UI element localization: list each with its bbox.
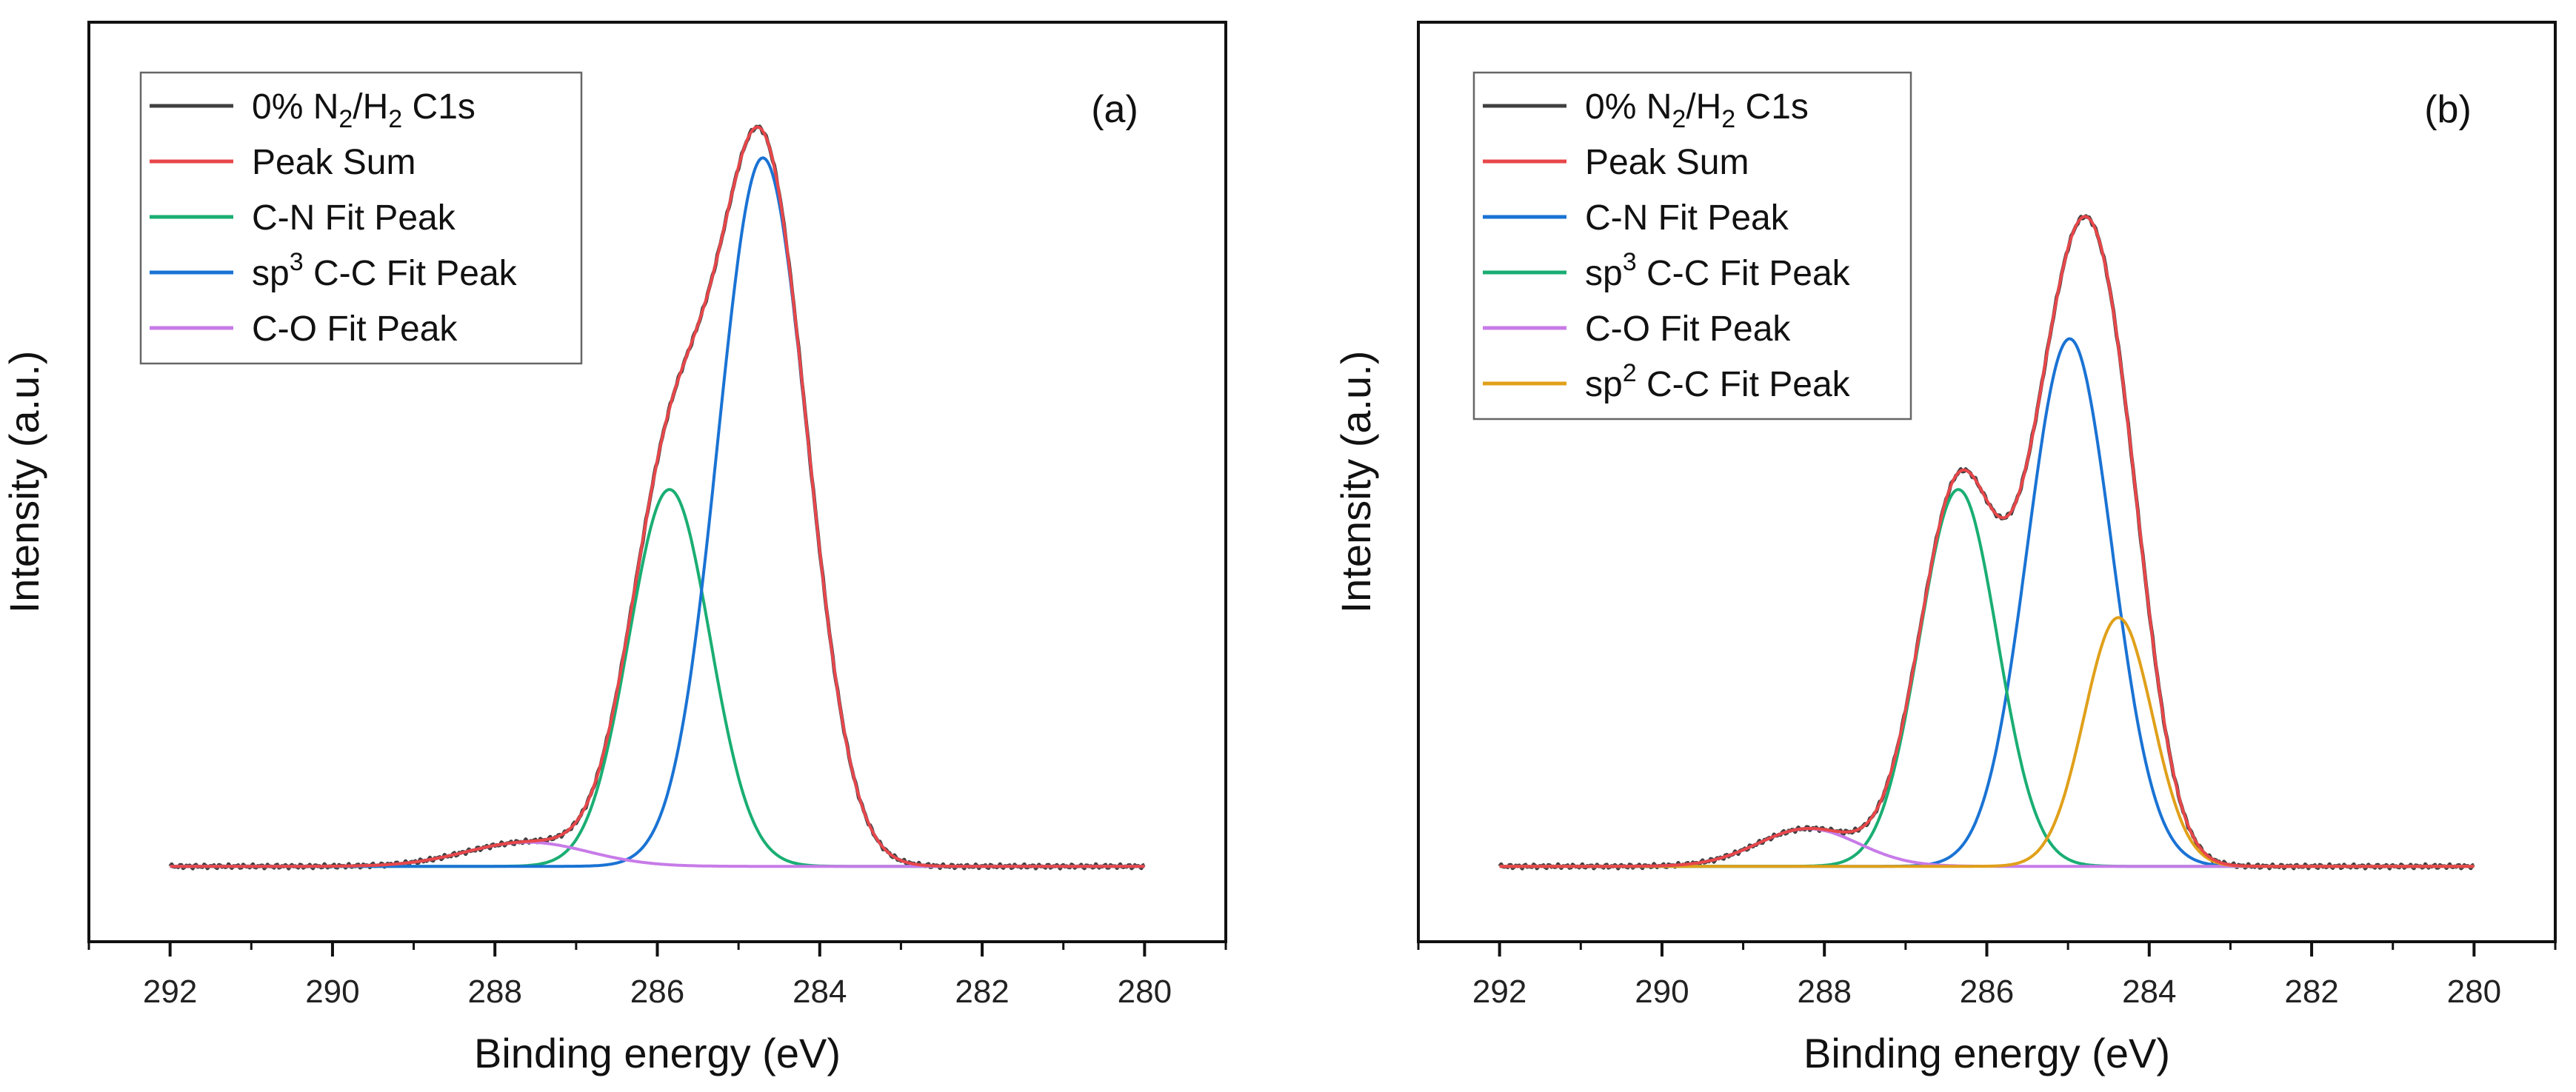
x-tick-label: 284 bbox=[2122, 974, 2176, 1010]
x-tick-label: 288 bbox=[468, 974, 522, 1010]
x-tick-label: 286 bbox=[1960, 974, 2014, 1010]
x-tick-label: 280 bbox=[2447, 974, 2501, 1010]
legend-text-part: 3 bbox=[290, 248, 304, 276]
y-axis-title: Intensity (a.u.) bbox=[1, 351, 47, 614]
legend-entry-sp3-c-c-fit-peak: sp3 C-C Fit Peak bbox=[252, 248, 518, 293]
legend-text-part: Peak Sum bbox=[252, 143, 416, 182]
legend-text-part: C1s bbox=[402, 87, 476, 127]
legend-text-part: C-N Fit Peak bbox=[1585, 198, 1789, 238]
legend-entry-peak-sum: Peak Sum bbox=[252, 143, 416, 182]
x-tick-label: 290 bbox=[305, 974, 359, 1010]
x-tick-label: 290 bbox=[1635, 974, 1689, 1010]
x-tick-label: 292 bbox=[143, 974, 197, 1010]
legend-text-part: sp bbox=[1585, 254, 1623, 293]
legend-entry-c-n-fit-peak: C-N Fit Peak bbox=[252, 198, 456, 238]
x-tick-label: 292 bbox=[1472, 974, 1526, 1010]
legend-text-part: 0% N bbox=[1585, 87, 1672, 127]
series-line-peak-sum bbox=[1499, 215, 2475, 868]
legend-text-part: C-N Fit Peak bbox=[252, 198, 456, 238]
legend-text-part: sp bbox=[1585, 365, 1623, 404]
legend-text-part: C-C Fit Peak bbox=[1637, 365, 1851, 404]
legend-text-part: 2 bbox=[1623, 359, 1637, 387]
x-tick-label: 280 bbox=[1118, 974, 1172, 1010]
legend-text-part: C1s bbox=[1735, 87, 1809, 127]
x-tick-label: 284 bbox=[793, 974, 847, 1010]
legend-entry-peak-sum: Peak Sum bbox=[1585, 143, 1749, 182]
x-tick-label: 286 bbox=[630, 974, 684, 1010]
panel-label: (a) bbox=[1091, 88, 1138, 131]
x-tick-label: 282 bbox=[2284, 974, 2338, 1010]
legend-box bbox=[1472, 71, 1912, 421]
legend-text-part: 2 bbox=[1672, 105, 1686, 133]
legend-text-part: 2 bbox=[1721, 105, 1735, 133]
legend-text-part: /H bbox=[1686, 87, 1721, 127]
legend-text-part: sp bbox=[252, 254, 290, 293]
legend-text-part: 0% N bbox=[252, 87, 338, 127]
legend-entry-sp3-c-c-fit-peak: sp3 C-C Fit Peak bbox=[1585, 248, 1851, 293]
legend-text-part: 3 bbox=[1623, 248, 1637, 276]
legend-entry-0-n2-h2-c1s: 0% N2/H2 C1s bbox=[252, 87, 476, 133]
legend-text-part: C-C Fit Peak bbox=[304, 254, 518, 293]
legend-entry-0-n2-h2-c1s: 0% N2/H2 C1s bbox=[1585, 87, 1809, 133]
legend-text-part: 2 bbox=[388, 105, 402, 133]
legend-text-part: C-C Fit Peak bbox=[1637, 254, 1851, 293]
legend-entry-c-o-fit-peak: C-O Fit Peak bbox=[252, 309, 458, 349]
legend-entry-sp2-c-c-fit-peak: sp2 C-C Fit Peak bbox=[1585, 359, 1851, 404]
legend-text-part: C-O Fit Peak bbox=[1585, 309, 1791, 349]
legend-text-part: 2 bbox=[338, 105, 353, 133]
x-axis-title: Binding energy (eV) bbox=[474, 1030, 841, 1076]
y-axis-title: Intensity (a.u.) bbox=[1332, 351, 1379, 614]
panel-label: (b) bbox=[2424, 88, 2472, 131]
legend-text-part: C-O Fit Peak bbox=[252, 309, 458, 349]
panel-b: 292 290 288 286 284 282 280 Binding energy (eV)… bbox=[1332, 21, 2557, 1076]
legend-text-part: /H bbox=[353, 87, 388, 127]
x-axis-title: Binding energy (eV) bbox=[1803, 1030, 2170, 1076]
x-tick-label: 282 bbox=[955, 974, 1009, 1010]
x-tick-label: 288 bbox=[1798, 974, 1852, 1010]
legend-entry-c-o-fit-peak: C-O Fit Peak bbox=[1585, 309, 1791, 349]
legend-entry-c-n-fit-peak: C-N Fit Peak bbox=[1585, 198, 1789, 238]
series-line-peak-sum bbox=[170, 125, 1145, 868]
legend-text-part: Peak Sum bbox=[1585, 143, 1749, 182]
panel-a: 292 290 288 286 284 282 280 Binding energy (eV)… bbox=[1, 21, 1227, 1076]
